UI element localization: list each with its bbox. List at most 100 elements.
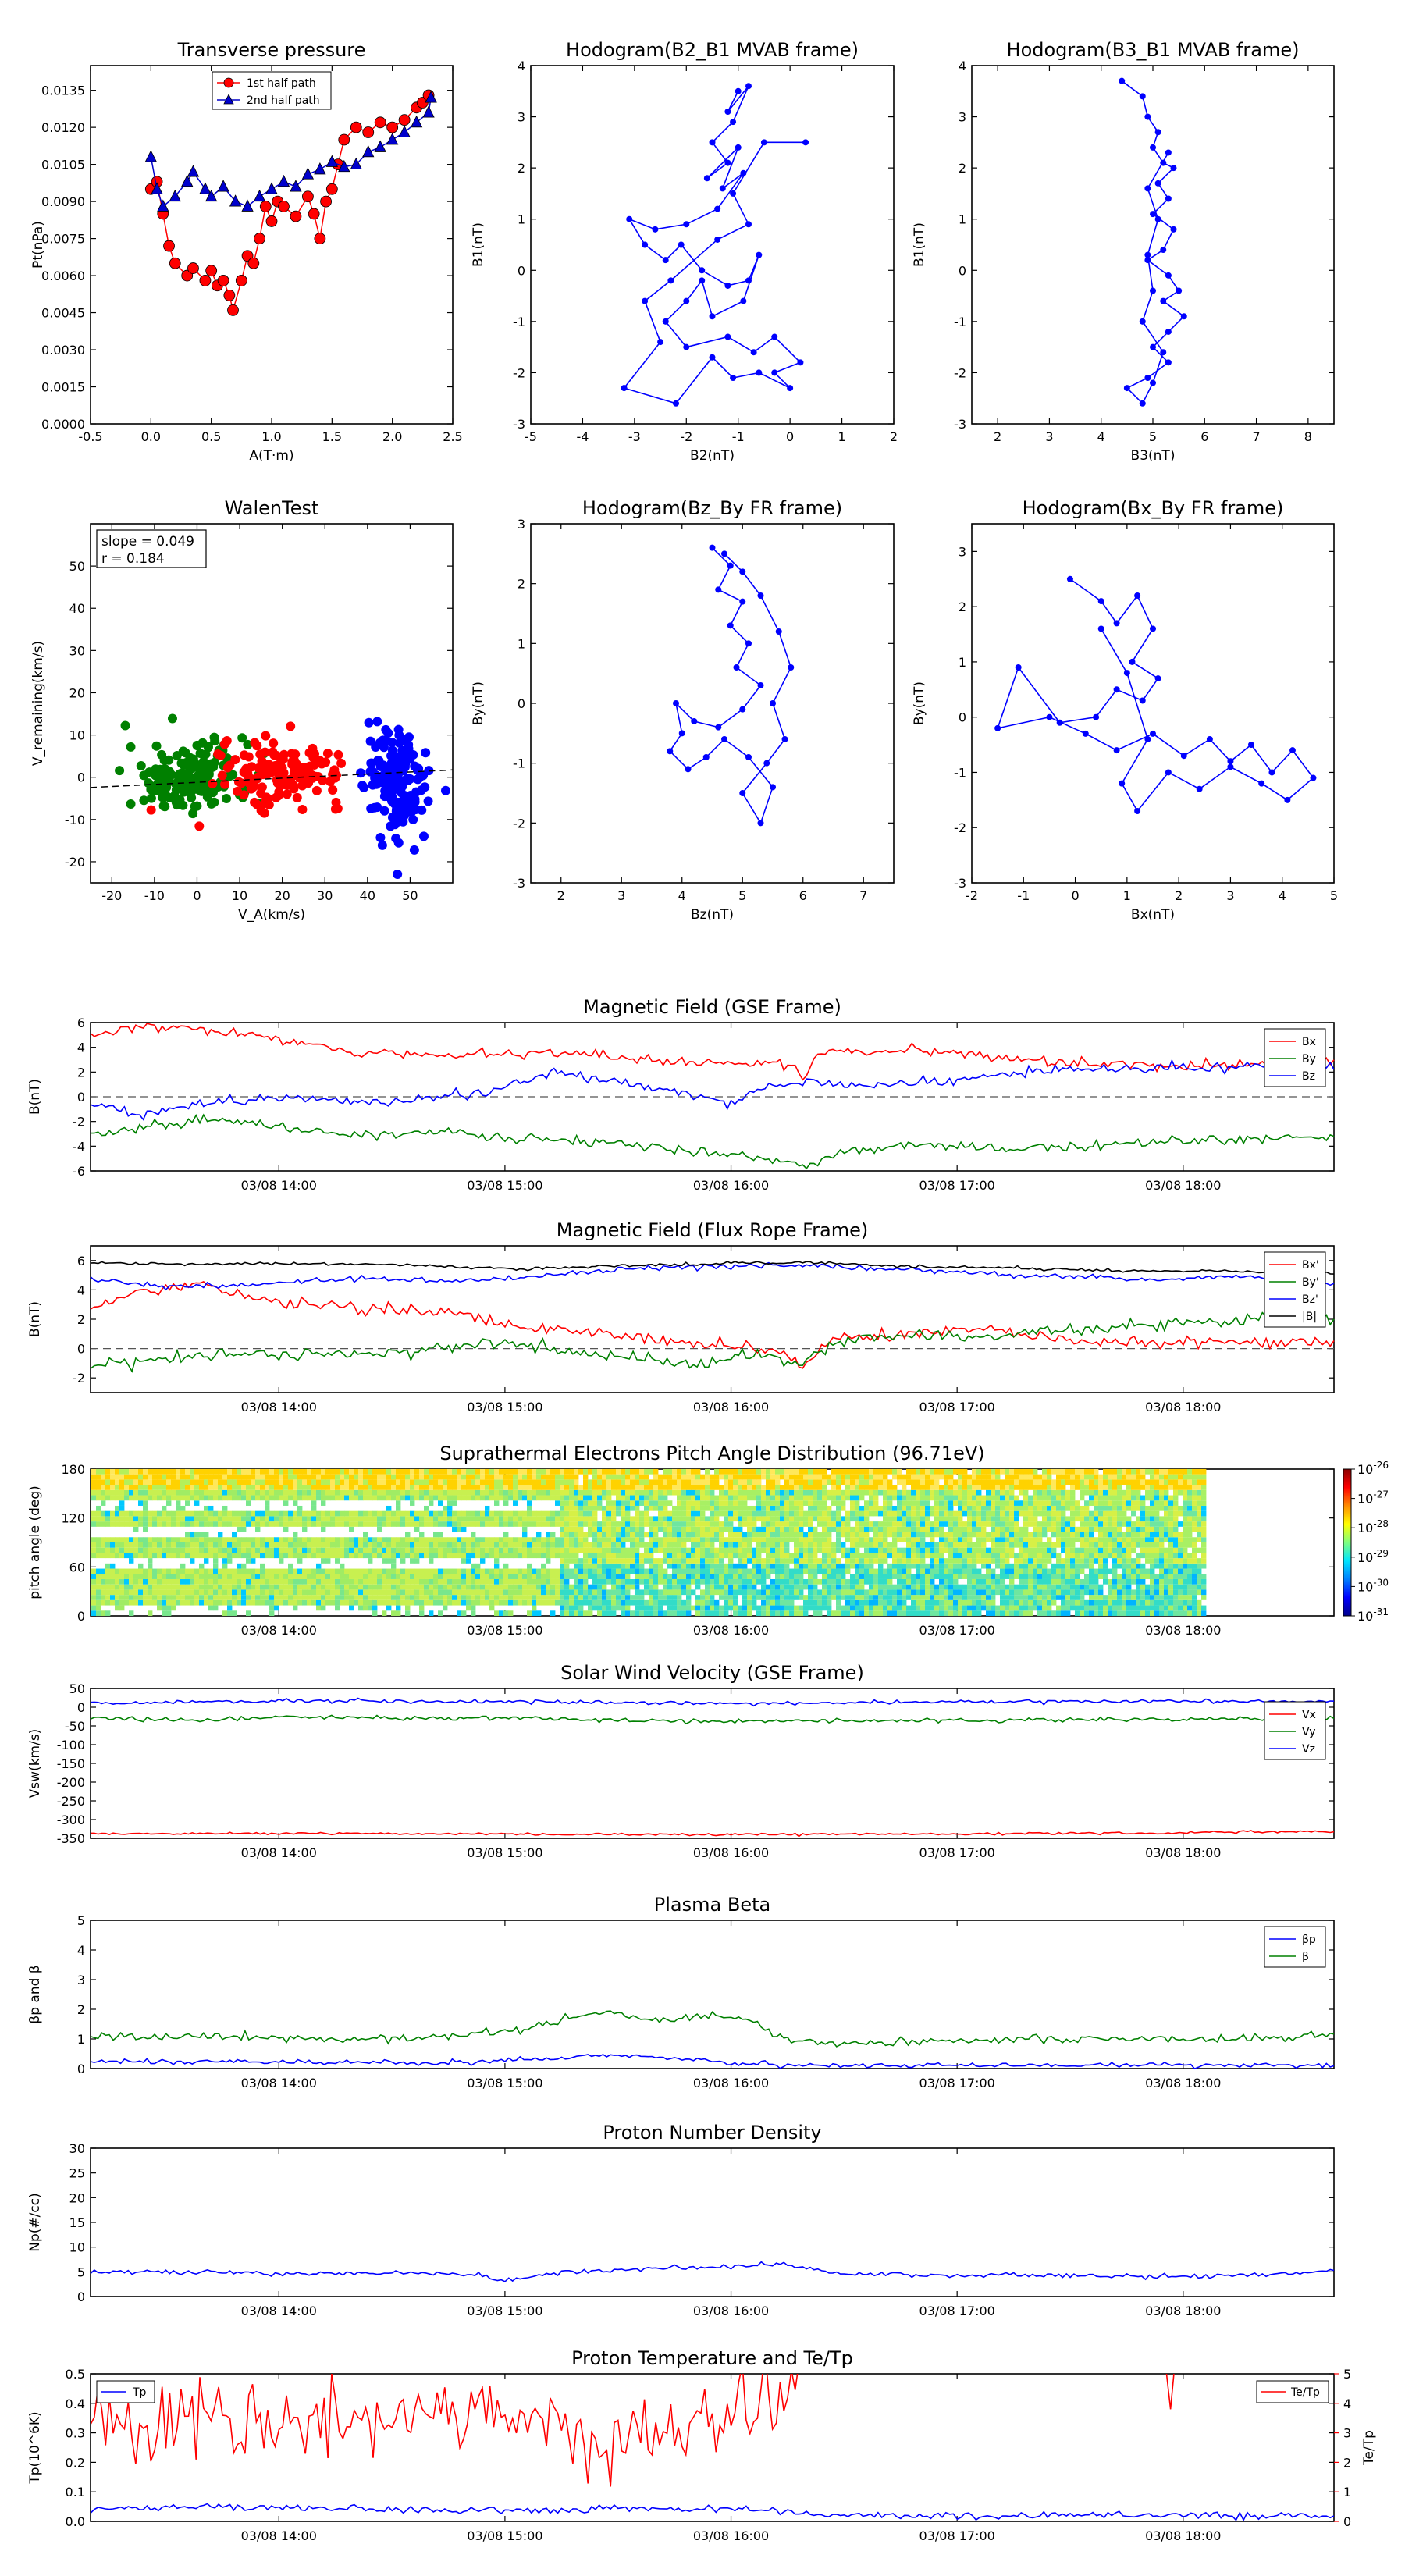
heatmap-cell	[377, 1468, 382, 1475]
heatmap-cell	[574, 1474, 579, 1480]
data-point	[287, 756, 297, 767]
heatmap-cell	[536, 1610, 542, 1616]
heatmap-cell	[728, 1578, 734, 1585]
heatmap-cell	[461, 1526, 467, 1532]
heatmap-cell	[728, 1510, 734, 1517]
heatmap-cell	[138, 1578, 144, 1585]
heatmap-cell	[414, 1516, 420, 1522]
heatmap-cell	[325, 1474, 331, 1480]
x-axis-label: Bz(nT)	[691, 907, 734, 923]
heatmap-cell	[414, 1510, 420, 1517]
heatmap-cell	[368, 1558, 373, 1564]
heatmap-cell	[274, 1553, 279, 1559]
heatmap-cell	[677, 1521, 682, 1527]
heatmap-cell	[578, 1468, 584, 1475]
heatmap-cell	[672, 1474, 678, 1480]
data-point	[421, 748, 431, 758]
data-point	[691, 718, 698, 724]
heatmap-cell	[499, 1568, 504, 1574]
heatmap-cell	[157, 1510, 162, 1517]
heatmap-cell	[766, 1521, 771, 1527]
heatmap-cell	[775, 1589, 781, 1596]
heatmap-cell	[616, 1558, 621, 1564]
y-tick-label: 1	[959, 655, 966, 670]
data-point	[379, 737, 389, 747]
heatmap-cell	[546, 1568, 551, 1574]
heatmap-cell	[621, 1574, 626, 1579]
heatmap-cell	[803, 1474, 809, 1480]
data-point	[739, 598, 746, 605]
heatmap-cell	[578, 1516, 584, 1522]
x-tick-label: 03/08 18:00	[1145, 1178, 1221, 1193]
heatmap-cell	[307, 1599, 312, 1606]
heatmap-cell	[199, 1584, 205, 1590]
heatmap-cell	[588, 1574, 593, 1579]
heatmap-cell	[138, 1510, 144, 1517]
heatmap-cell	[311, 1595, 317, 1600]
heatmap-cell	[400, 1516, 406, 1522]
heatmap-cell	[475, 1584, 481, 1590]
heatmap-cell	[532, 1584, 537, 1590]
heatmap-cell	[344, 1589, 350, 1596]
heatmap-cell	[152, 1599, 158, 1606]
heatmap-cell	[297, 1584, 303, 1590]
heatmap-cell	[143, 1595, 148, 1600]
heatmap-cell	[714, 1605, 720, 1611]
heatmap-cell	[386, 1468, 392, 1475]
heatmap-cell	[283, 1516, 289, 1522]
heatmap-cell	[564, 1495, 570, 1501]
chart-title: Magnetic Field (Flux Rope Frame)	[557, 1219, 868, 1241]
heatmap-cell	[780, 1547, 785, 1553]
heatmap-cell	[218, 1485, 223, 1490]
heatmap-cell	[822, 1599, 827, 1606]
heatmap-cell	[96, 1589, 101, 1596]
data-point	[301, 167, 315, 180]
heatmap-cell	[555, 1578, 560, 1585]
annotation-slope: slope = 0.049	[101, 534, 194, 550]
heatmap-cell	[204, 1516, 209, 1522]
heatmap-cell	[578, 1599, 584, 1606]
heatmap-cell	[237, 1599, 242, 1606]
heatmap-cell	[569, 1568, 574, 1574]
heatmap-cell	[190, 1584, 195, 1590]
heatmap-cell	[213, 1537, 219, 1542]
heatmap-cell	[841, 1553, 846, 1559]
heatmap-cell	[794, 1584, 799, 1590]
heatmap-cell	[719, 1485, 724, 1490]
heatmap-cell	[733, 1584, 738, 1590]
heatmap-cell	[91, 1599, 97, 1606]
heatmap-cell	[363, 1474, 368, 1480]
heatmap-cell	[742, 1521, 748, 1527]
heatmap-cell	[672, 1505, 678, 1511]
heatmap-cell	[176, 1500, 181, 1506]
heatmap-cell	[199, 1516, 205, 1522]
data-point	[1227, 758, 1234, 765]
heatmap-cell	[101, 1479, 106, 1485]
heatmap-cell	[190, 1485, 195, 1490]
heatmap-cell	[222, 1542, 228, 1548]
x-tick-label: -2	[680, 429, 692, 444]
heatmap-cell	[457, 1526, 462, 1532]
heatmap-cell	[354, 1595, 359, 1600]
heatmap-cell	[611, 1500, 617, 1506]
heatmap-cell	[761, 1605, 767, 1611]
heatmap-cell	[171, 1468, 176, 1475]
heatmap-cell	[344, 1547, 350, 1553]
heatmap-cell	[372, 1495, 378, 1501]
heatmap-cell	[241, 1479, 247, 1485]
heatmap-cell	[429, 1542, 434, 1548]
heatmap-cell	[808, 1553, 813, 1559]
heatmap-cell	[400, 1474, 406, 1480]
data-point	[269, 738, 279, 749]
heatmap-cell	[185, 1500, 190, 1506]
data-point	[740, 169, 747, 176]
x-tick-label: 0	[786, 429, 794, 444]
heatmap-cell	[799, 1553, 804, 1559]
heatmap-cell	[784, 1578, 790, 1585]
heatmap-cell	[171, 1495, 176, 1501]
heatmap-cell	[761, 1584, 767, 1590]
heatmap-cell	[850, 1510, 855, 1517]
heatmap-cell	[560, 1485, 565, 1490]
heatmap-cell	[799, 1547, 804, 1553]
heatmap-cell	[372, 1468, 378, 1475]
